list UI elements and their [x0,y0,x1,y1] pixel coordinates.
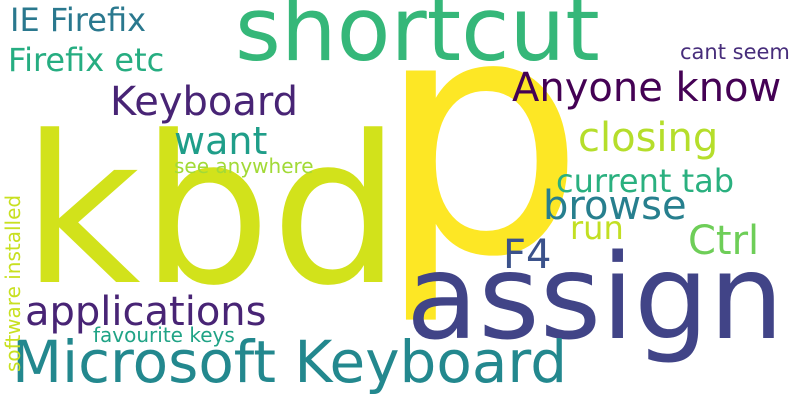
word-applications: applications [25,289,267,335]
word-ctrl: Ctrl [688,218,760,264]
word-browse: browse [543,183,687,229]
word-microsoft-keyboard: Microsoft Keyboard [12,328,568,396]
word-software-installed: software installed [1,194,25,372]
word-cant-seem: cant seem [680,40,790,64]
word-run: run [570,209,624,247]
word-assign: assign [406,228,784,366]
word-p: p [376,0,586,329]
word-want: want [174,119,268,163]
word-current-tab: current tab [556,162,735,200]
word-keyboard: Keyboard [110,79,299,125]
word-firefix-etc: Firefix etc [8,41,165,79]
word-favourite-keys: favourite keys [93,323,235,347]
word-closing: closing [578,115,719,161]
word-f4: F4 [503,232,552,278]
word-kbd: kbd [22,93,401,331]
word-anyone-know: Anyone know [512,65,782,111]
word-shortcut: shortcut [235,0,600,81]
word-see-anywhere: see anywhere [174,154,314,178]
word-ie-firefix: IE Firefix [10,1,147,39]
